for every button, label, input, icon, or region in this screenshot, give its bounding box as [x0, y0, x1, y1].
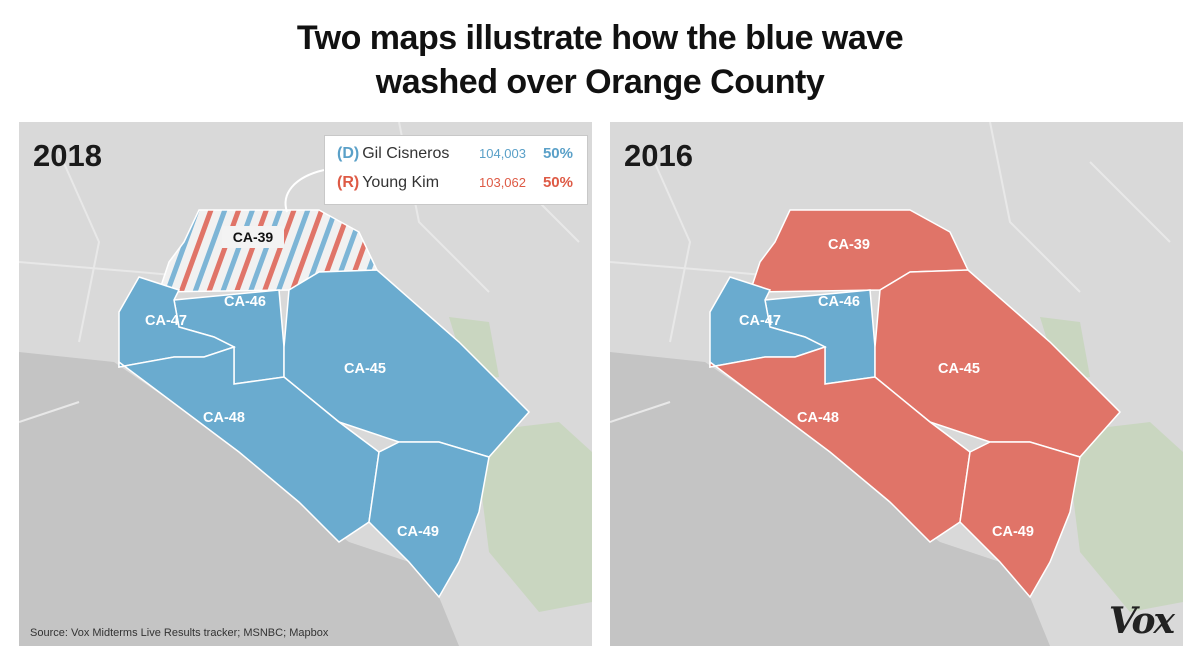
label-ca-49: CA-49: [992, 524, 1034, 540]
legend-party-r: (R): [337, 174, 360, 191]
map-2018-canvas: CA-46 CA-47 CA-45 CA-48 CA-49: [19, 122, 592, 646]
label-ca-39-contested: CA-39: [222, 226, 284, 248]
park-area: [1065, 422, 1183, 612]
label-ca-48: CA-48: [797, 410, 839, 426]
map-2016-canvas: CA-39 CA-46 CA-47 CA-45 CA-48 CA-49: [610, 122, 1183, 646]
chart-title: Two maps illustrate how the blue wave wa…: [0, 16, 1200, 104]
map-2016: CA-39 CA-46 CA-47 CA-45 CA-48 CA-49 2016…: [610, 122, 1183, 646]
map-2018: CA-46 CA-47 CA-45 CA-48 CA-49 2018 CA-39…: [19, 122, 592, 646]
legend-pct-r: 50%: [542, 174, 573, 191]
title-line-1: Two maps illustrate how the blue wave: [296, 19, 904, 57]
park-area-2: [449, 317, 499, 382]
title-line-2: washed over Orange County: [375, 63, 825, 101]
ocean: [610, 352, 1050, 646]
district-ca-49: [368, 441, 490, 599]
label-ca-48: CA-48: [203, 410, 245, 426]
legend-candidate-r: Young Kim: [362, 174, 440, 191]
label-ca-39: CA-39: [828, 237, 870, 253]
legend-row-democrat: (D) Gil Cisneros 104,003 50%: [337, 142, 583, 166]
label-ca-47: CA-47: [145, 313, 187, 329]
label-ca-46: CA-46: [818, 294, 860, 310]
label-ca-45: CA-45: [344, 361, 386, 377]
legend-row-republican: (R) Young Kim 103,062 50%: [337, 171, 583, 195]
source-note: Source: Vox Midterms Live Results tracke…: [30, 627, 329, 639]
ocean: [19, 352, 459, 646]
district-ca-49: [959, 441, 1081, 599]
legend-leader-line: [284, 169, 325, 213]
legend-votes-d: 104,003: [479, 146, 526, 161]
year-label-2016: 2016: [624, 138, 693, 173]
label-ca-46: CA-46: [224, 294, 266, 310]
park-area: [474, 422, 592, 612]
legend-pct-d: 50%: [542, 145, 573, 162]
legend-votes-r: 103,062: [479, 175, 526, 190]
legend-candidate-d: Gil Cisneros: [362, 145, 450, 162]
year-label-2018: 2018: [33, 138, 102, 173]
label-ca-49: CA-49: [397, 524, 439, 540]
park-area-2: [1040, 317, 1090, 382]
results-legend: (D) Gil Cisneros 104,003 50% (R) Young Kim…: [324, 135, 588, 205]
vox-logo: Vox: [1108, 600, 1175, 642]
label-ca-47: CA-47: [739, 313, 781, 329]
legend-party-d: (D): [337, 145, 360, 162]
label-ca-45: CA-45: [938, 361, 980, 377]
